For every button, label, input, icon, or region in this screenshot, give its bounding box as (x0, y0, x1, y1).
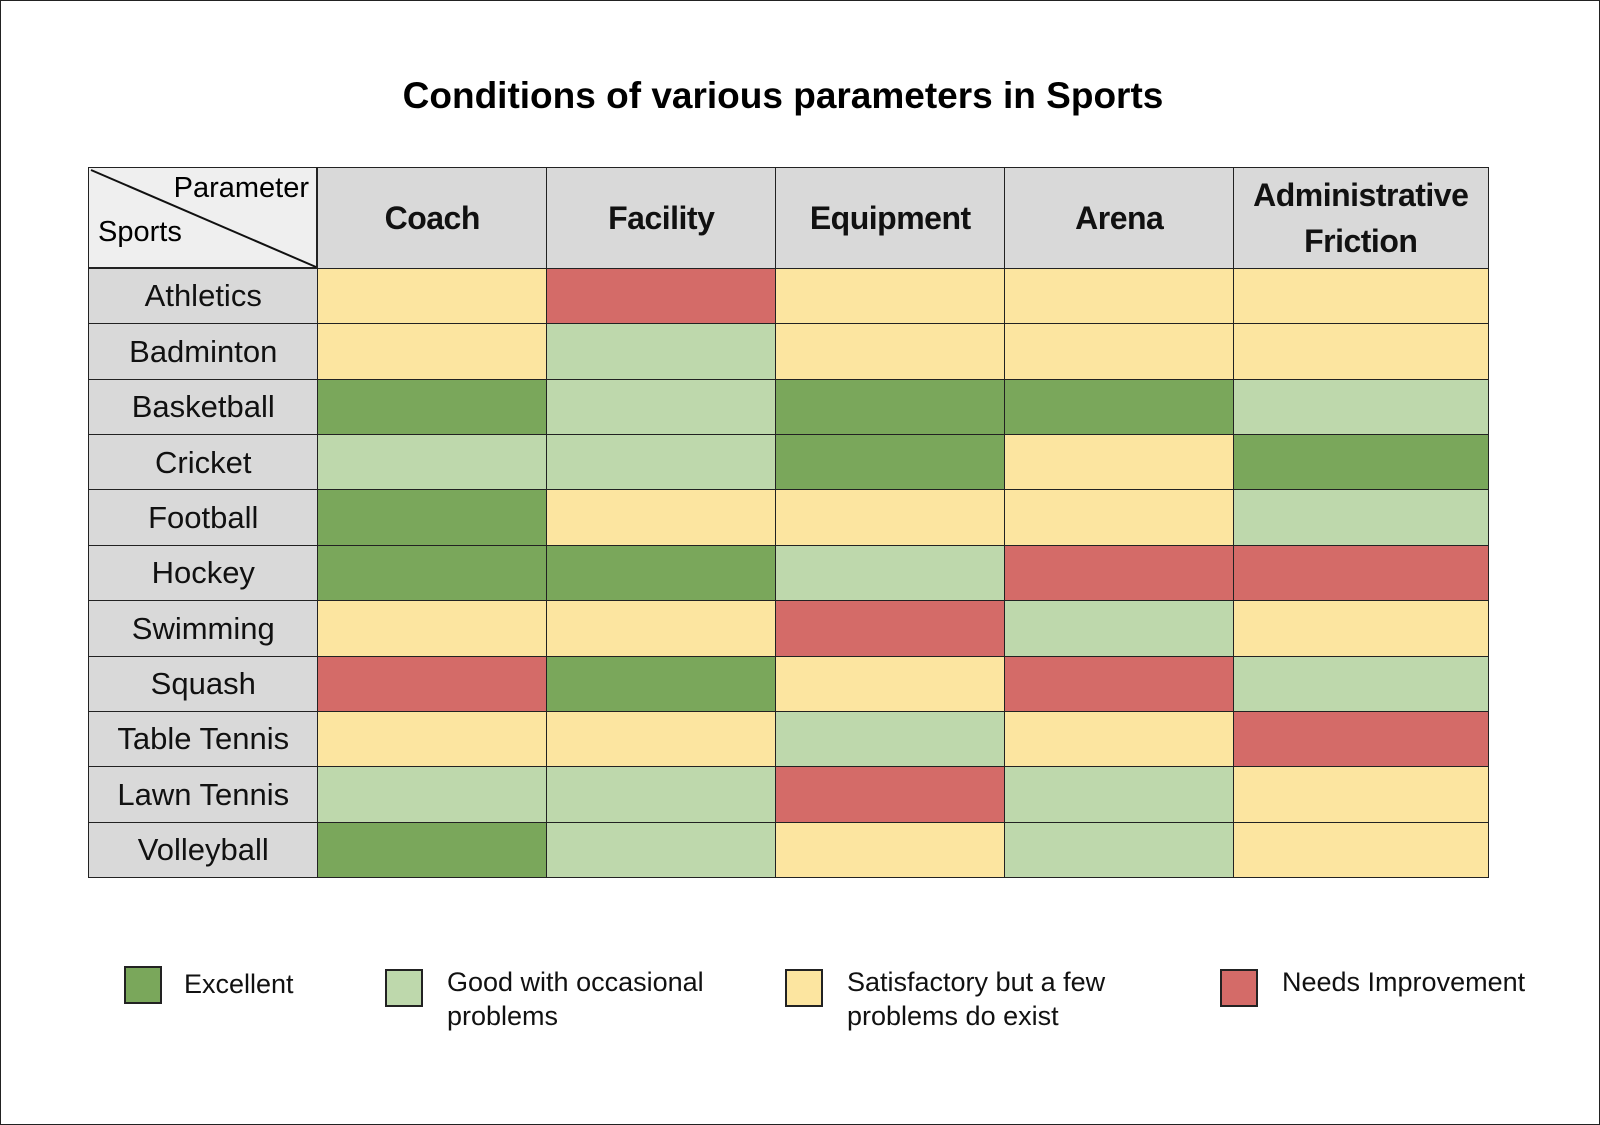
heatmap-cell (1233, 434, 1489, 491)
legend-item: Good with occasional problems (385, 967, 747, 1033)
row-header: Football (88, 489, 319, 547)
column-header: Administrative Friction (1233, 167, 1489, 270)
heatmap-cell (775, 655, 1006, 713)
corner-column-label: Parameter (173, 172, 309, 204)
heatmap-cell (317, 323, 548, 381)
legend-label: Needs Improvement (1282, 967, 1526, 997)
heatmap-cell (546, 600, 777, 658)
heatmap-cell (775, 378, 1006, 436)
heatmap-cell (317, 489, 548, 547)
heatmap-cell (317, 710, 548, 768)
heatmap-cell (775, 323, 1006, 381)
heatmap-cell (317, 544, 548, 602)
heatmap-cell (1233, 821, 1489, 879)
legend-item: Satisfactory but a few problems do exist (785, 967, 1167, 1033)
heatmap-cell (317, 378, 548, 436)
heatmap-cell (546, 434, 777, 491)
legend-label: Satisfactory but a few problems do exist (847, 967, 1106, 1031)
row-header: Badminton (88, 323, 319, 381)
legend-swatch (124, 966, 162, 1004)
heatmap-cell (1004, 489, 1235, 547)
heatmap-cell (775, 600, 1006, 658)
corner-header: Parameter Sports (88, 167, 317, 268)
row-header: Cricket (88, 434, 319, 491)
legend-swatch (385, 969, 423, 1007)
heatmap-cell (317, 655, 548, 713)
corner-row-label: Sports (98, 216, 182, 248)
heatmap-cell (546, 655, 777, 713)
row-header: Athletics (88, 268, 319, 325)
heatmap-cell (1004, 600, 1235, 658)
heatmap-cell (1004, 766, 1235, 824)
column-header: Coach (317, 167, 548, 270)
heatmap-cell (1004, 323, 1235, 381)
heatmap-cell (775, 544, 1006, 602)
row-header: Volleyball (88, 821, 319, 879)
heatmap-cell (1004, 378, 1235, 436)
row-header: Table Tennis (88, 710, 319, 768)
column-header: Equipment (775, 167, 1006, 270)
heatmap-cell (1004, 710, 1235, 768)
heatmap-cell (317, 434, 548, 491)
heatmap-cell (1004, 434, 1235, 491)
heatmap-cell (1004, 268, 1235, 325)
legend-label: Good with occasional problems (447, 967, 704, 1031)
heatmap-cell (775, 821, 1006, 879)
legend-item: Needs Improvement (1220, 967, 1542, 1007)
heatmap-cell (546, 821, 777, 879)
heatmap-cell (1233, 600, 1489, 658)
heatmap-cell (546, 766, 777, 824)
heatmap-cell (1233, 710, 1489, 768)
heatmap-cell (546, 710, 777, 768)
row-header: Squash (88, 655, 319, 713)
heatmap-cell (1233, 489, 1489, 547)
heatmap-cell (546, 544, 777, 602)
heatmap-cell (317, 268, 548, 325)
legend-swatch (1220, 969, 1258, 1007)
heatmap-cell (775, 434, 1006, 491)
column-header: Arena (1004, 167, 1235, 270)
heatmap-cell (317, 821, 548, 879)
heatmap-cell (1004, 544, 1235, 602)
heatmap-cell (1004, 821, 1235, 879)
diagonal-divider (90, 169, 317, 268)
heatmap-cell (546, 323, 777, 381)
row-header: Swimming (88, 600, 319, 658)
row-header: Hockey (88, 544, 319, 602)
heatmap-cell (1004, 655, 1235, 713)
heatmap-cell (546, 268, 777, 325)
heatmap-cell (1233, 378, 1489, 436)
heatmap-cell (317, 766, 548, 824)
row-header: Basketball (88, 378, 319, 436)
legend-swatch (785, 969, 823, 1007)
row-header: Lawn Tennis (88, 766, 319, 824)
chart-title: Conditions of various parameters in Spor… (402, 75, 1164, 116)
heatmap-cell (775, 710, 1006, 768)
heatmap-cell (1233, 544, 1489, 602)
heatmap-cell (1233, 766, 1489, 824)
heatmap-cell (1233, 268, 1489, 325)
heatmap-cell (775, 268, 1006, 325)
column-header: Facility (546, 167, 777, 270)
heatmap-cell (775, 766, 1006, 824)
heatmap-cell (546, 489, 777, 547)
legend-label: Excellent (184, 969, 294, 999)
legend-item: Excellent (124, 966, 384, 1004)
heatmap-cell (1233, 323, 1489, 381)
heatmap-cell (317, 600, 548, 658)
heatmap-cell (775, 489, 1006, 547)
heatmap-cell (546, 378, 777, 436)
heatmap-cell (1233, 655, 1489, 713)
